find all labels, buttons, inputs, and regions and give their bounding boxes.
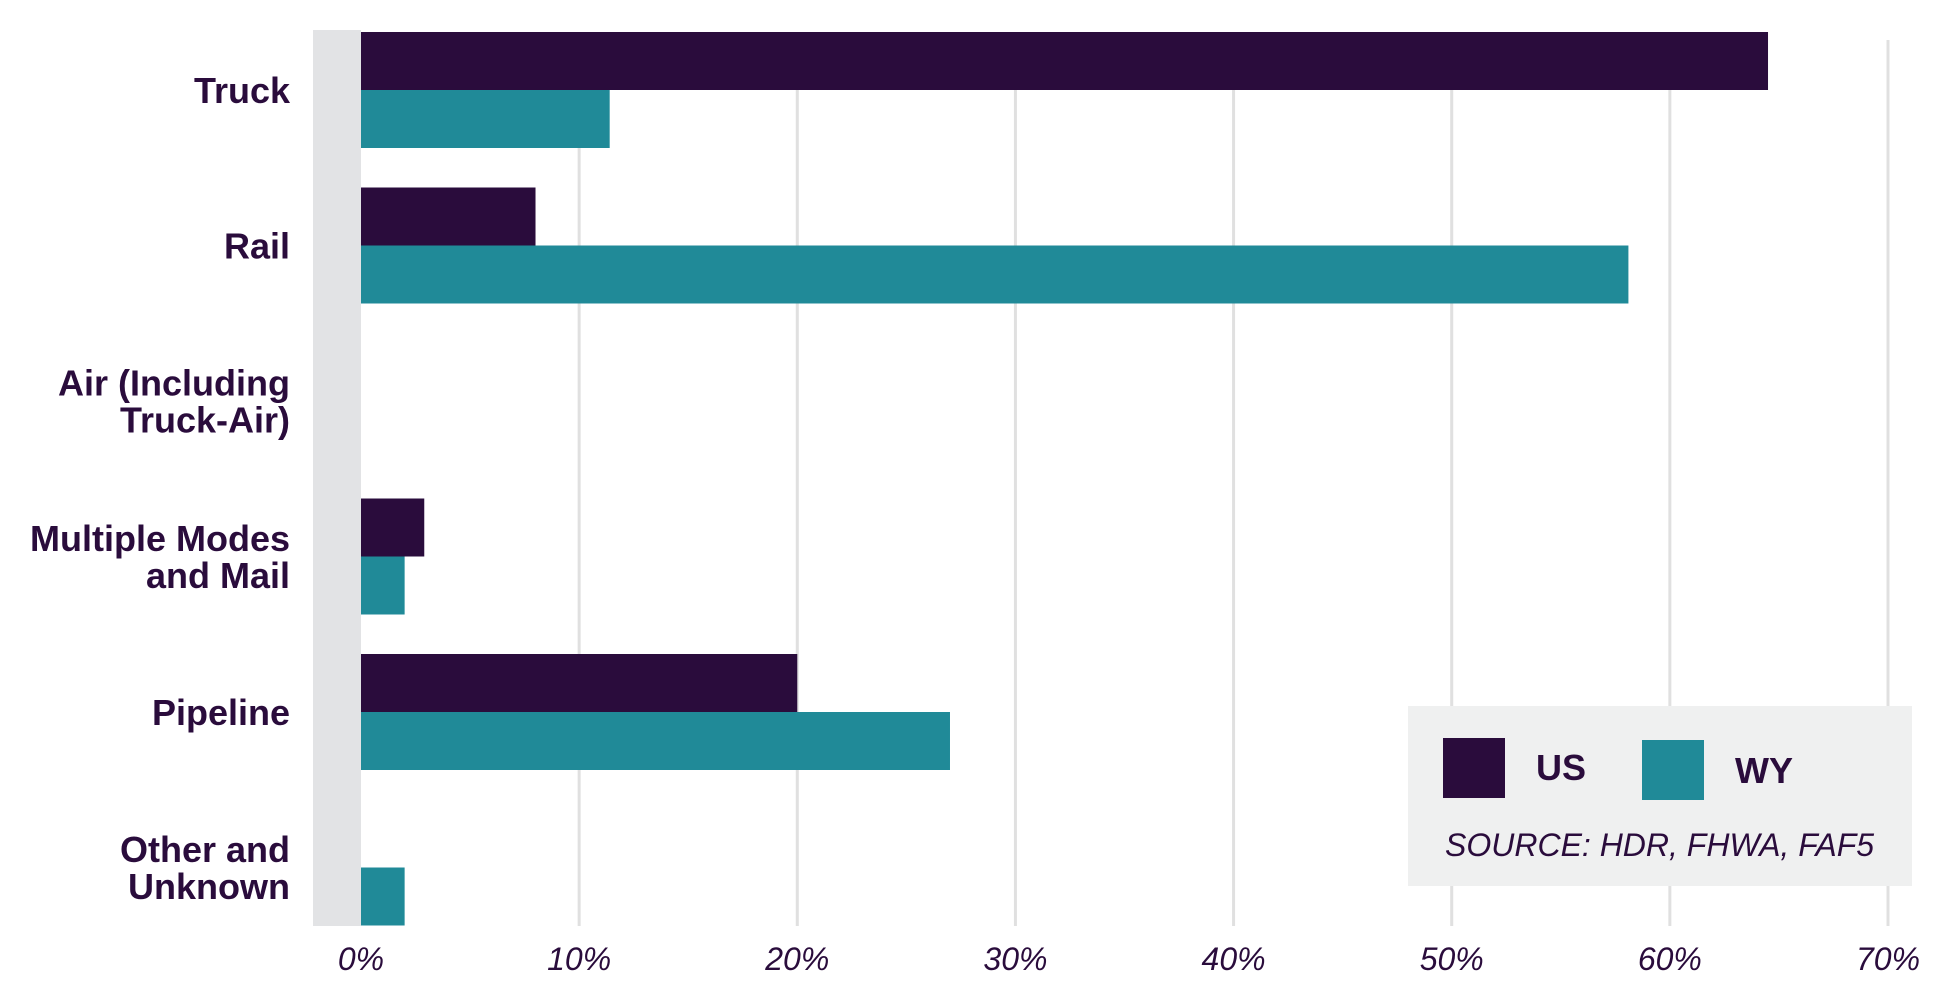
bar-wy: [361, 90, 610, 148]
x-tick-label: 0%: [338, 941, 384, 977]
category-label-line: Other and: [120, 829, 290, 870]
legend-label-us: US: [1536, 747, 1586, 788]
category-label-line: Multiple Modes: [30, 518, 290, 559]
legend-swatch-us: [1443, 738, 1505, 798]
x-tick-labels: 0% 10% 20% 30% 40% 50% 60% 70%: [338, 941, 1920, 977]
x-tick-label: 20%: [764, 941, 829, 977]
category-label: Truck: [194, 70, 291, 111]
x-tick-label: 30%: [983, 941, 1047, 977]
category-label-line: Air (Including: [58, 363, 290, 404]
x-tick-label: 50%: [1420, 941, 1484, 977]
source-note: SOURCE: HDR, FHWA, FAF5: [1445, 827, 1874, 863]
bar-us: [361, 654, 798, 712]
category-label-line: Truck: [194, 70, 291, 111]
x-tick-label: 10%: [547, 941, 611, 977]
x-tick-label: 70%: [1856, 941, 1920, 977]
category-label: Pipeline: [152, 692, 290, 733]
category-label: Other and Unknown: [120, 829, 290, 907]
category-label: Multiple Modes and Mail: [30, 518, 290, 596]
bar-wy: [361, 556, 405, 615]
category-label: Air (Including Truck-Air): [58, 363, 290, 441]
category-label-line: Truck-Air): [120, 400, 290, 441]
category-label: Rail: [224, 226, 290, 267]
category-label-line: and Mail: [146, 555, 290, 596]
legend: US WY SOURCE: HDR, FHWA, FAF5: [1408, 706, 1912, 886]
bar-wy: [361, 867, 405, 926]
legend-swatch-wy: [1642, 740, 1704, 800]
bar-us: [361, 498, 425, 557]
bars: [361, 32, 1769, 926]
x-tick-label: 40%: [1202, 941, 1266, 977]
category-labels: Truck Rail Air (Including Truck-Air) Multipl…: [30, 70, 291, 907]
bar-wy: [361, 712, 950, 770]
bar-us: [361, 187, 536, 246]
legend-label-wy: WY: [1735, 750, 1793, 791]
axis-band: [313, 30, 361, 926]
bar-us: [361, 32, 1769, 90]
category-label-line: Unknown: [128, 866, 290, 907]
gridlines: [577, 40, 1890, 926]
bar-wy: [361, 245, 1629, 304]
category-label-line: Pipeline: [152, 692, 290, 733]
x-tick-label: 60%: [1638, 941, 1702, 977]
category-label-line: Rail: [224, 226, 290, 267]
